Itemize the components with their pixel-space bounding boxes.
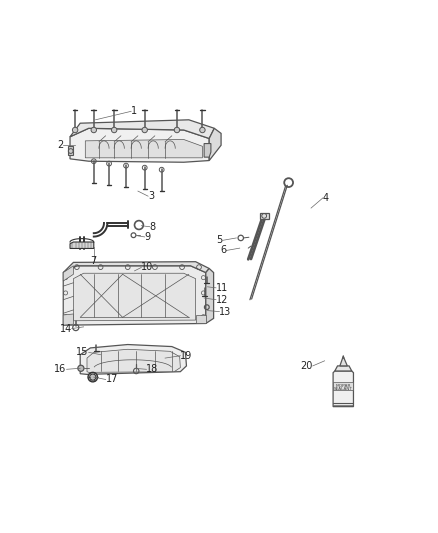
Polygon shape	[335, 366, 352, 371]
Text: SEALANT: SEALANT	[334, 387, 353, 391]
Polygon shape	[209, 128, 221, 160]
Text: 16: 16	[54, 364, 67, 374]
Text: 14: 14	[60, 324, 72, 334]
Polygon shape	[340, 358, 347, 366]
Text: 7: 7	[91, 256, 97, 265]
Text: 15: 15	[76, 348, 88, 357]
Polygon shape	[63, 266, 206, 325]
Polygon shape	[204, 143, 211, 157]
Polygon shape	[333, 382, 353, 390]
Polygon shape	[333, 371, 353, 407]
Polygon shape	[70, 128, 209, 162]
Text: 10: 10	[141, 262, 154, 272]
Text: 2: 2	[57, 140, 63, 150]
Text: 19: 19	[180, 351, 193, 361]
Polygon shape	[67, 146, 74, 156]
Circle shape	[142, 127, 148, 133]
Text: 8: 8	[150, 222, 156, 232]
Circle shape	[72, 127, 78, 133]
Polygon shape	[80, 344, 187, 374]
Circle shape	[78, 365, 84, 372]
Circle shape	[88, 373, 98, 382]
Circle shape	[174, 127, 180, 133]
Polygon shape	[260, 213, 268, 219]
Circle shape	[200, 127, 205, 133]
Text: 1: 1	[131, 106, 137, 116]
Text: 3: 3	[148, 191, 154, 201]
Text: 6: 6	[220, 246, 226, 255]
Polygon shape	[74, 273, 196, 321]
Polygon shape	[70, 120, 214, 139]
Text: 12: 12	[216, 295, 228, 305]
Polygon shape	[87, 349, 180, 373]
Text: 9: 9	[145, 232, 151, 242]
Text: 11: 11	[216, 283, 228, 293]
Polygon shape	[63, 266, 74, 281]
Text: MOPAR: MOPAR	[336, 384, 351, 387]
Polygon shape	[70, 242, 94, 248]
Text: 13: 13	[219, 306, 232, 317]
Polygon shape	[63, 314, 74, 325]
Text: 18: 18	[146, 364, 159, 374]
Polygon shape	[63, 262, 209, 272]
Text: 17: 17	[106, 375, 118, 384]
Text: 5: 5	[216, 235, 223, 245]
Polygon shape	[85, 140, 202, 158]
Circle shape	[111, 127, 117, 133]
Text: 20: 20	[300, 361, 313, 371]
Polygon shape	[196, 315, 206, 324]
Circle shape	[91, 127, 96, 133]
Text: 4: 4	[323, 193, 329, 203]
Polygon shape	[206, 269, 214, 324]
